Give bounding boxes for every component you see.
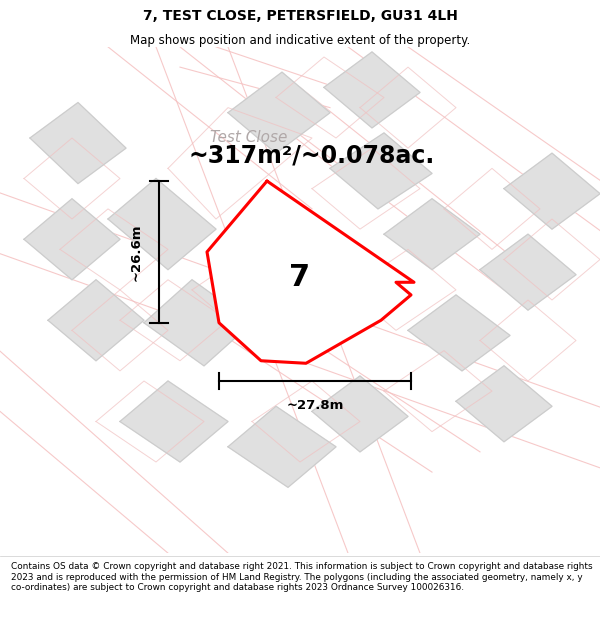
Text: ~27.8m: ~27.8m — [286, 399, 344, 412]
Text: ~317m²/~0.078ac.: ~317m²/~0.078ac. — [189, 144, 435, 168]
Text: Map shows position and indicative extent of the property.: Map shows position and indicative extent… — [130, 34, 470, 47]
Text: Test Close: Test Close — [211, 131, 287, 146]
Polygon shape — [30, 102, 126, 184]
Polygon shape — [48, 280, 144, 361]
Polygon shape — [330, 133, 432, 209]
Polygon shape — [324, 52, 420, 128]
Polygon shape — [456, 366, 552, 442]
Polygon shape — [408, 295, 510, 371]
Polygon shape — [312, 376, 408, 452]
Polygon shape — [144, 280, 252, 366]
Text: 7: 7 — [289, 262, 311, 292]
Text: Contains OS data © Crown copyright and database right 2021. This information is : Contains OS data © Crown copyright and d… — [11, 562, 592, 592]
Polygon shape — [480, 234, 576, 310]
Polygon shape — [504, 153, 600, 229]
Polygon shape — [108, 179, 216, 269]
Polygon shape — [228, 406, 336, 488]
Text: 7, TEST CLOSE, PETERSFIELD, GU31 4LH: 7, TEST CLOSE, PETERSFIELD, GU31 4LH — [143, 9, 457, 23]
Polygon shape — [228, 72, 330, 153]
Text: ~26.6m: ~26.6m — [130, 223, 143, 281]
Polygon shape — [120, 381, 228, 462]
Polygon shape — [207, 181, 414, 363]
Polygon shape — [384, 199, 480, 269]
Polygon shape — [24, 199, 120, 280]
